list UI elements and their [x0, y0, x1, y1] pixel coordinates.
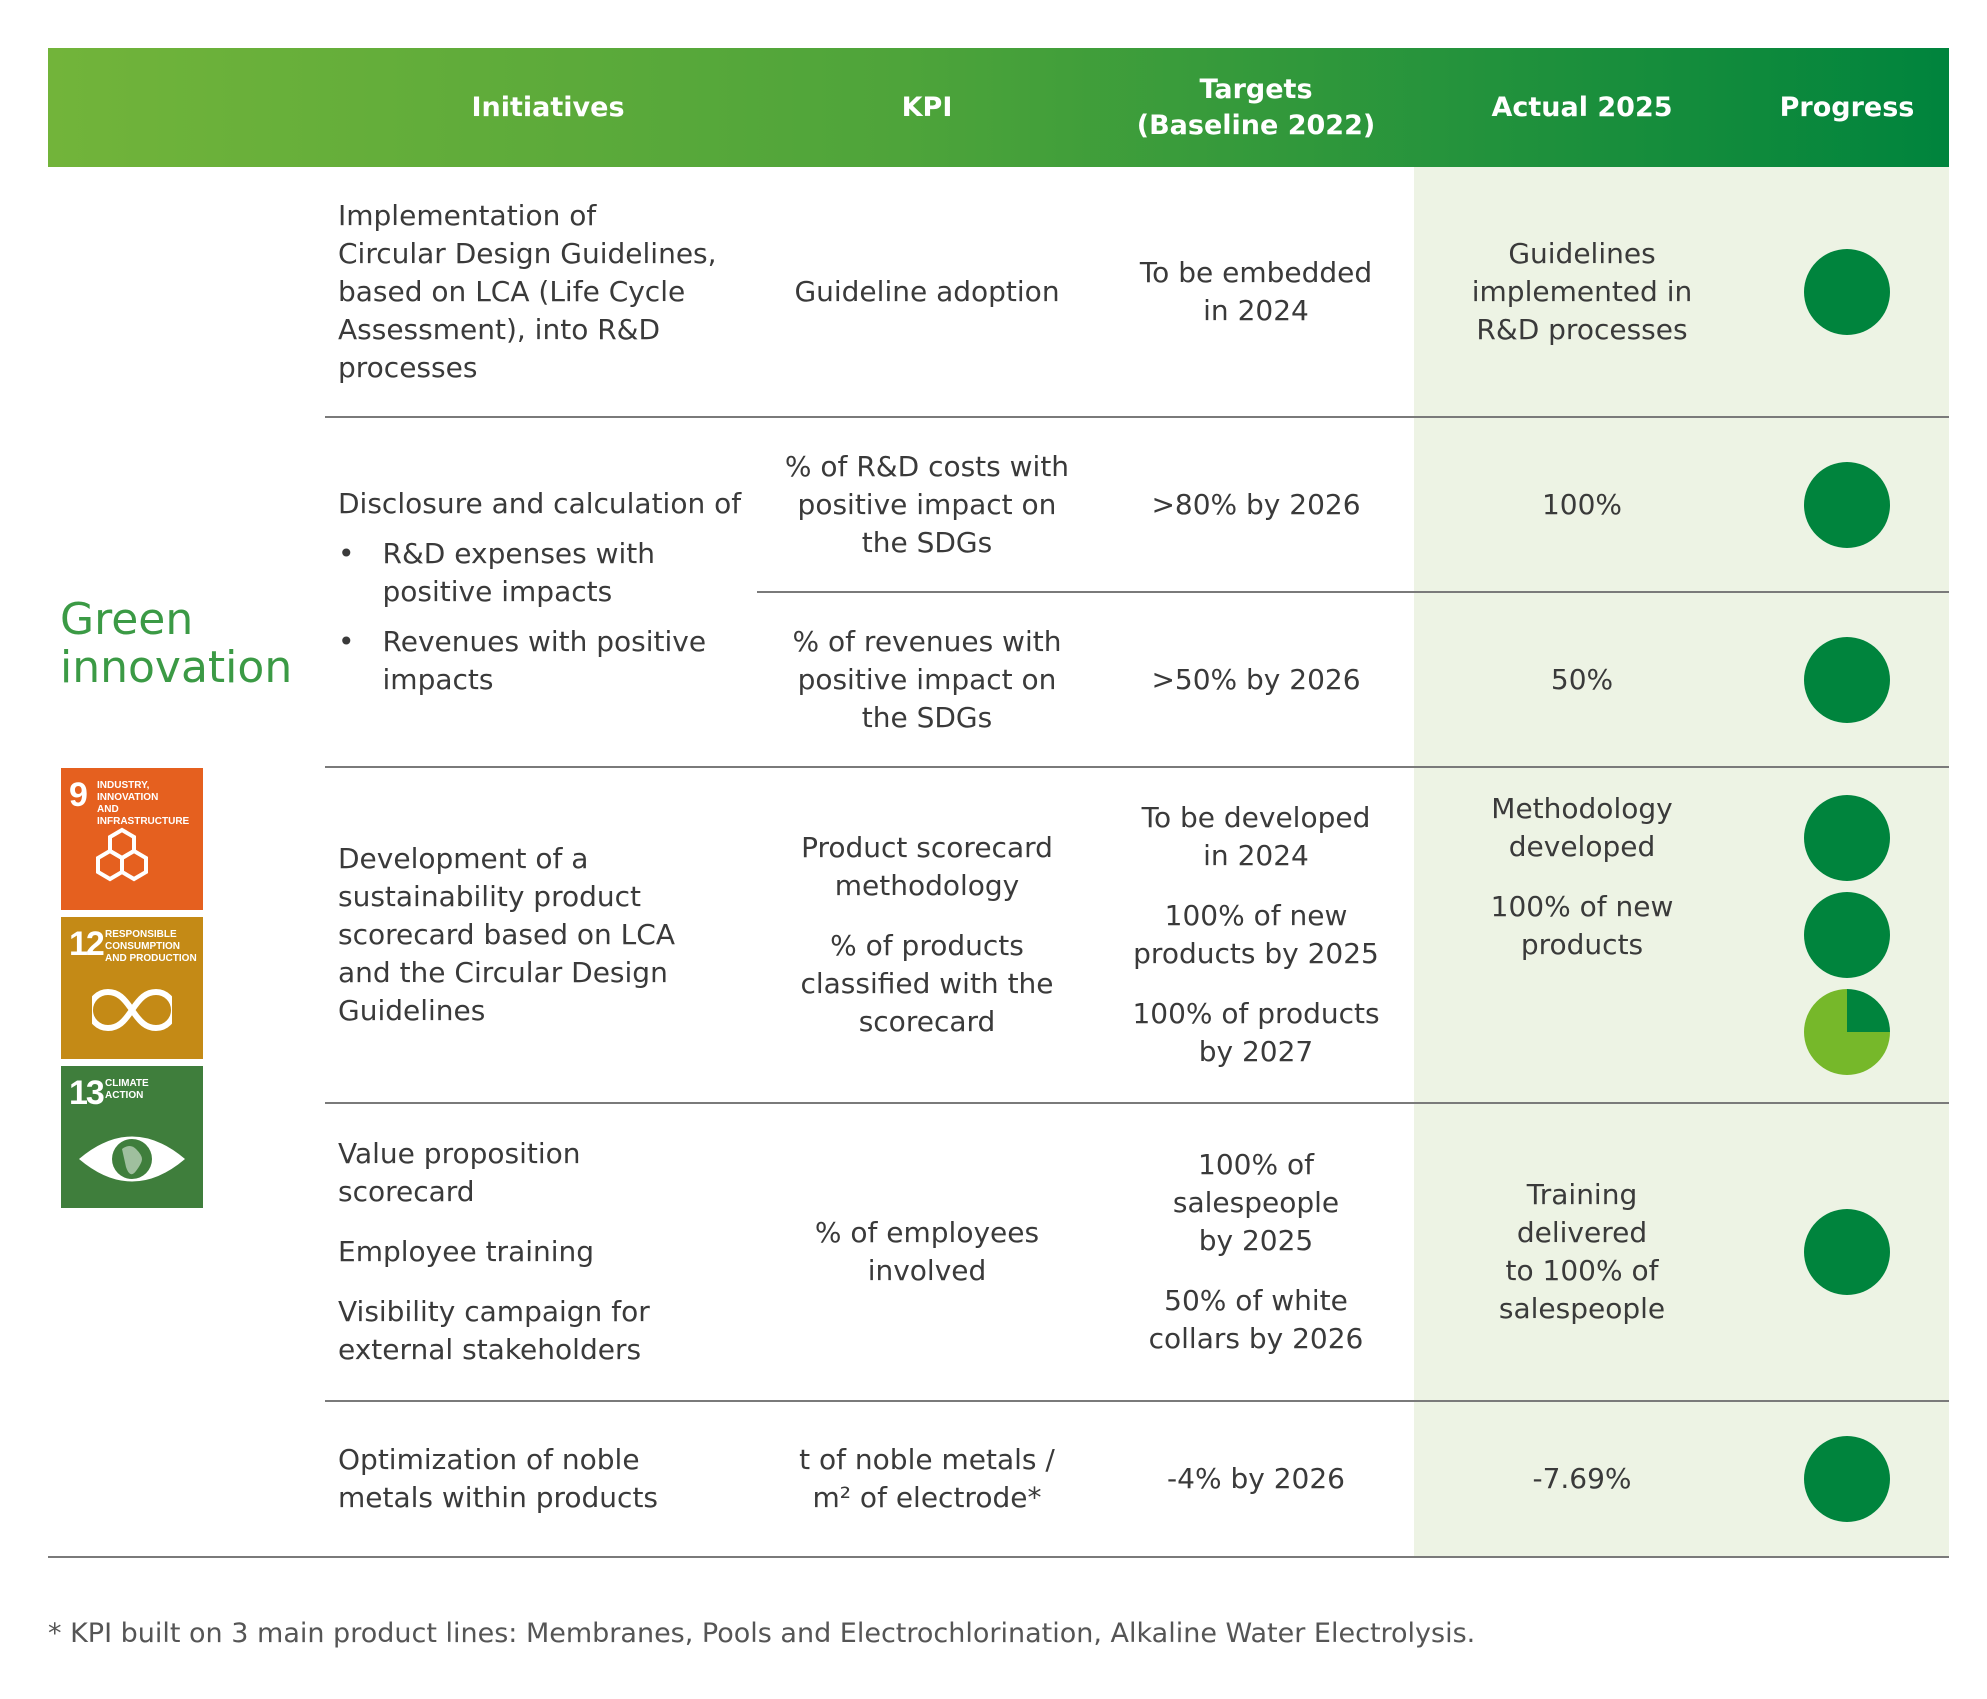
progress-complete-icon	[1804, 1436, 1890, 1522]
sdg-12-badge: 12 RESPONSIBLE CONSUMPTION AND PRODUCTIO…	[61, 917, 203, 1059]
kpi-cell: Product scorecard methodology % of produ…	[757, 767, 1097, 1103]
target-text: 100% of salespeople by 2025	[1172, 1148, 1340, 1257]
table-bottom-border	[48, 1556, 1949, 1558]
row-divider	[325, 766, 1949, 768]
sdg-label: INDUSTRY, INNOVATION AND INFRASTRUCTURE	[97, 780, 190, 827]
progress-complete-icon	[1804, 892, 1890, 978]
cubes-icon	[96, 827, 148, 882]
header-kpi: KPI	[901, 91, 953, 123]
target-cell: >50% by 2026	[1151, 662, 1361, 696]
target-text: 100% of products by 2027	[1132, 997, 1380, 1068]
progress-complete-icon	[1804, 795, 1890, 881]
section-title: Green innovation	[60, 594, 293, 693]
actual-text: Methodology developed	[1491, 792, 1673, 863]
row-divider	[325, 1400, 1949, 1402]
infinity-icon	[92, 988, 172, 1032]
initiative-cell: Implementation of Circular Design Guidel…	[338, 199, 717, 384]
target-cell: >80% by 2026	[1151, 487, 1361, 521]
target-cell: 100% of salespeople by 2025 50% of white…	[1100, 1103, 1412, 1401]
header-initiatives: Initiatives	[471, 91, 625, 123]
kpi-text: Product scorecard methodology	[801, 831, 1053, 902]
sdg-number: 13	[69, 1074, 105, 1112]
initiative-text: Visibility campaign for external stakeho…	[338, 1295, 650, 1366]
kpi-cell: % of revenues with positive impact on th…	[792, 624, 1062, 734]
actual-cell: -7.69%	[1532, 1462, 1632, 1495]
target-cell: To be embedded in 2024	[1139, 256, 1373, 327]
progress-complete-icon	[1804, 1209, 1890, 1295]
target-text: To be developed in 2024	[1141, 801, 1371, 872]
sdg-9-badge: 9 INDUSTRY, INNOVATION AND INFRASTRUCTUR…	[61, 768, 203, 910]
header-actual: Actual 2025	[1491, 91, 1673, 123]
kpi-cell: % of R&D costs with positive impact on t…	[784, 449, 1070, 559]
initiative-text: Employee training	[338, 1235, 595, 1268]
actual-cell: Training delivered to 100% of salespeopl…	[1498, 1178, 1666, 1325]
row-divider	[325, 1102, 1949, 1104]
initiative-text: Disclosure and calculation of	[338, 487, 742, 520]
initiative-cell: Value proposition scorecard Employee tra…	[338, 1103, 758, 1401]
progress-cell	[1746, 767, 1948, 1103]
header-progress: Progress	[1779, 91, 1915, 123]
kpi-cell: t of noble metals / m² of electrode*	[799, 1443, 1055, 1514]
initiative-text: Value proposition scorecard	[338, 1137, 581, 1208]
actual-cell: 50%	[1550, 662, 1614, 696]
kpi-cell: % of employees involved	[814, 1216, 1040, 1287]
bullet-text: Revenues with positive impacts	[382, 625, 707, 696]
actual-cell: 100%	[1541, 487, 1623, 521]
footnote: * KPI built on 3 main product lines: Mem…	[48, 1618, 1476, 1649]
progress-cell	[1746, 167, 1948, 417]
initiative-cell: Development of a sustainability product …	[338, 842, 675, 1027]
eye-globe-icon	[79, 1136, 185, 1182]
progress-complete-icon	[1804, 461, 1890, 548]
sdg-number: 12	[69, 925, 105, 963]
progress-cell	[1746, 417, 1948, 592]
target-cell: -4% by 2026	[1167, 1462, 1345, 1495]
progress-complete-icon	[1804, 636, 1890, 723]
actual-cell: Methodology developed 100% of new produc…	[1414, 790, 1750, 990]
bullet-text: R&D expenses with positive impacts	[382, 537, 656, 608]
progress-cell	[1746, 1103, 1948, 1401]
progress-cell	[1746, 1401, 1948, 1557]
target-text: 50% of white collars by 2026	[1148, 1284, 1364, 1355]
target-text: 100% of new products by 2025	[1133, 899, 1379, 970]
sdg-label: CLIMATE ACTION	[105, 1078, 149, 1101]
initiative-cell: Optimization of noble metals within prod…	[338, 1443, 659, 1514]
kpi-text: % of products classified with the scorec…	[800, 929, 1054, 1038]
kpi-cell: Guideline adoption	[794, 275, 1060, 308]
row-divider	[325, 416, 1949, 418]
progress-cell	[1746, 592, 1948, 767]
bullet-item: • R&D expenses with positive impacts	[338, 535, 758, 611]
bullet-item: • Revenues with positive impacts	[338, 623, 758, 699]
progress-complete-icon	[1804, 249, 1890, 335]
sdg-13-badge: 13 CLIMATE ACTION	[61, 1066, 203, 1208]
actual-cell: Guidelines implemented in R&D processes	[1471, 237, 1693, 346]
progress-partial-icon	[1804, 989, 1890, 1075]
table-header: Initiatives KPI Targets (Baseline 2022) …	[48, 48, 1949, 167]
header-targets: Targets (Baseline 2022)	[1136, 74, 1376, 141]
sdg-number: 9	[69, 776, 88, 814]
row-divider	[757, 591, 1949, 593]
target-cell: To be developed in 2024 100% of new prod…	[1100, 767, 1412, 1103]
initiative-cell: Disclosure and calculation of • R&D expen…	[338, 417, 758, 767]
actual-text: 100% of new products	[1490, 890, 1674, 961]
sdg-label: RESPONSIBLE CONSUMPTION AND PRODUCTION	[105, 929, 197, 964]
